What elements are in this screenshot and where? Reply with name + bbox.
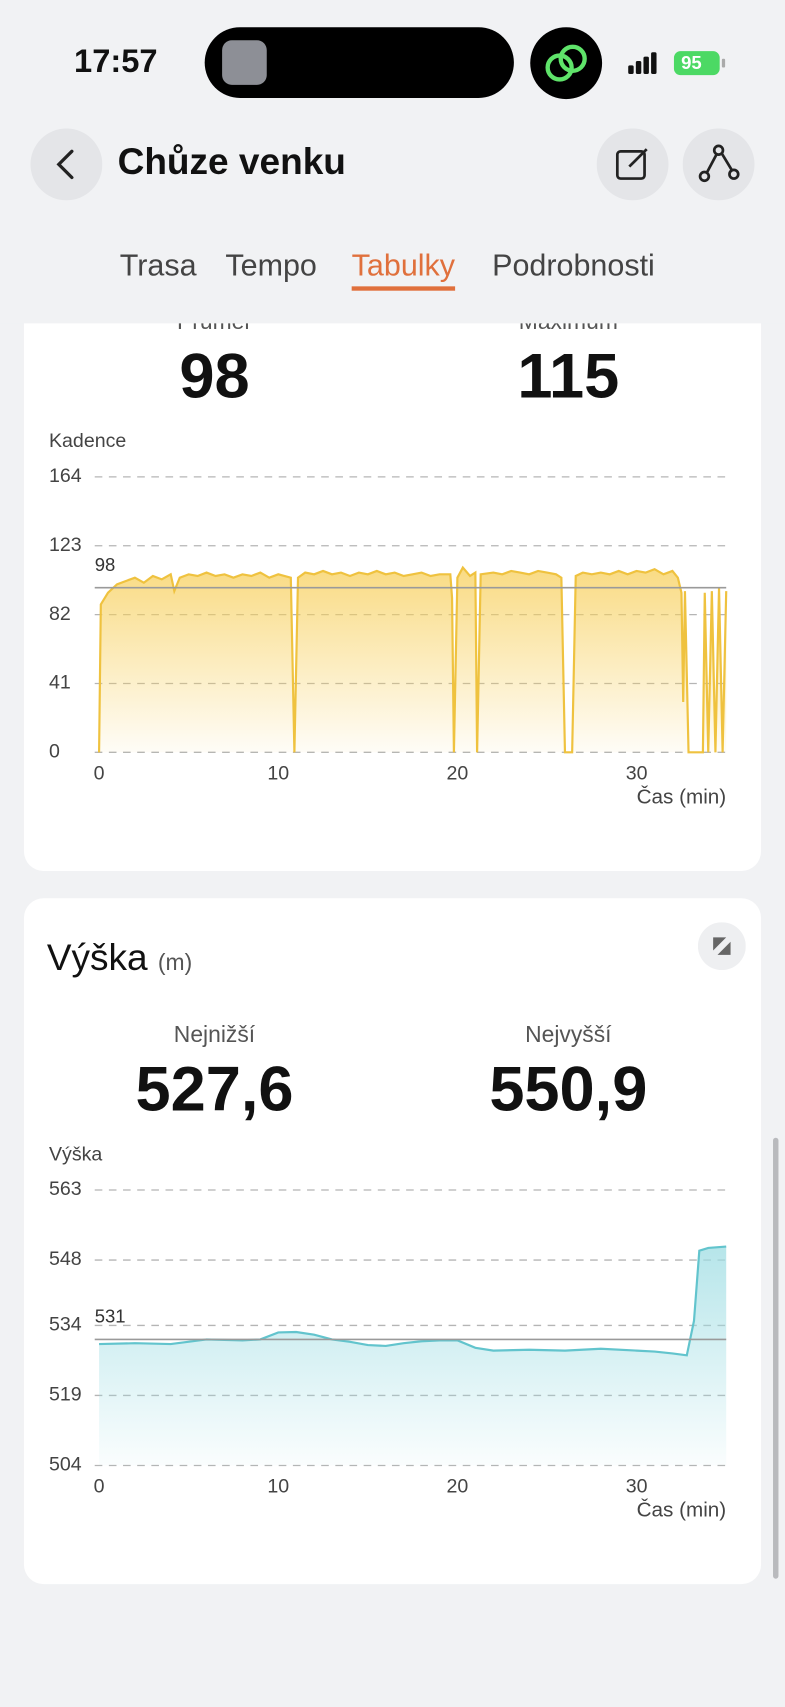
card-unit: (m) [157, 950, 193, 976]
status-icons: 95 [628, 51, 726, 76]
stat-value: 527,6 [135, 1053, 294, 1125]
y-tick-label: 563 [49, 1178, 82, 1200]
activity-icon [530, 27, 603, 100]
clock: 17:57 [74, 43, 158, 80]
stat-value: 115 [517, 340, 620, 412]
x-tick-label: 10 [267, 1475, 289, 1497]
card-title-text: Výška [46, 937, 148, 979]
tab[interactable]: Tabulky [351, 248, 456, 291]
y-tick-label: 41 [49, 672, 71, 694]
y-tick-label: 519 [49, 1384, 82, 1406]
scrollbar [773, 1137, 779, 1579]
x-tick-label: 20 [447, 762, 469, 784]
x-tick-label: 0 [94, 762, 105, 784]
app-thumbnail [222, 40, 267, 85]
mean-label: 531 [95, 1306, 126, 1327]
y-tick-label: 123 [49, 534, 82, 556]
top-bar: 17:57 95 Chůze venku Trasa Tempo Tabu [0, 0, 785, 324]
stat-value: 98 [179, 340, 250, 412]
stat-value: 550,9 [489, 1053, 648, 1125]
x-tick-label: 0 [94, 1475, 105, 1497]
tab[interactable]: Podrobnosti [492, 248, 655, 282]
area [99, 1246, 727, 1466]
expand-button[interactable] [697, 922, 746, 971]
y-axis-title: Výška [49, 1143, 102, 1165]
x-tick-label: 30 [626, 1475, 648, 1497]
y-axis-title: Kadence [49, 430, 126, 452]
y-tick-label: 82 [49, 603, 71, 625]
y-tick-label: 548 [49, 1248, 82, 1270]
x-axis-title: Čas (min) [637, 1499, 727, 1522]
stat-label: Nejnižší [173, 1022, 256, 1048]
cadence-card: Průměr 98 Maximum 115 [23, 261, 762, 872]
x-tick-label: 30 [626, 762, 648, 784]
card-title: Výška (m) [47, 937, 192, 979]
y-tick-label: 164 [49, 465, 82, 487]
y-tick-label: 504 [49, 1454, 82, 1476]
y-tick-label: 534 [49, 1314, 82, 1336]
x-tick-label: 20 [447, 1475, 469, 1497]
x-axis-title: Čas (min) [637, 786, 727, 809]
area [99, 567, 727, 753]
stat-label: Nejvyšší [525, 1022, 612, 1048]
dynamic-island [204, 27, 514, 98]
route-button[interactable] [682, 128, 755, 201]
line [97, 565, 728, 754]
elevation-card: Výška (m) Nejnižší 527,6 Nejvyšší 550,9 [23, 898, 762, 1585]
battery-level: 95 [681, 52, 702, 73]
y-tick-label: 0 [49, 741, 60, 763]
x-tick-label: 10 [267, 762, 289, 784]
back-button[interactable] [30, 128, 103, 201]
tab[interactable]: Trasa [119, 248, 197, 282]
edit-button[interactable] [596, 128, 669, 201]
mean-label: 98 [95, 554, 116, 575]
page-title: Chůze venku [117, 141, 346, 183]
tab[interactable]: Tempo [225, 248, 317, 282]
